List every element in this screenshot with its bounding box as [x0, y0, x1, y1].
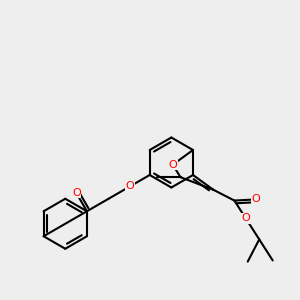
- Text: O: O: [242, 213, 250, 223]
- Text: O: O: [168, 160, 177, 170]
- Text: O: O: [72, 188, 81, 198]
- Text: O: O: [251, 194, 260, 204]
- Text: O: O: [126, 181, 135, 191]
